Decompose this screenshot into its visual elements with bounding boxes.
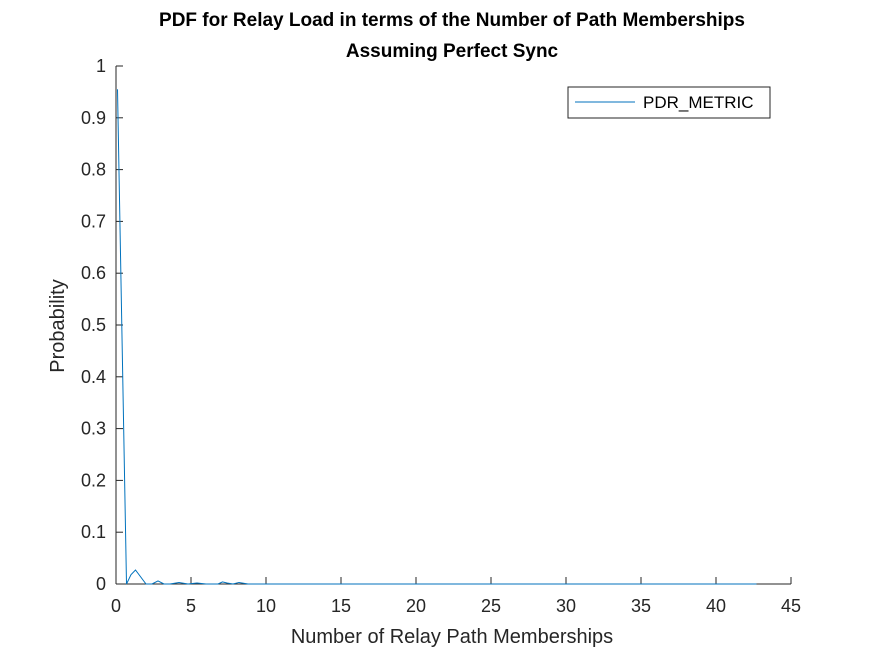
- x-tick-label: 0: [111, 596, 121, 616]
- x-tick-label: 40: [706, 596, 726, 616]
- plot-area: 0 5 10 15 20 25 30 35 40 45 0 0.1 0.2 0.3 0.4 0.5 0.6 0.…: [81, 56, 801, 616]
- y-axis-label: Probability: [47, 279, 69, 372]
- x-ticks: 0 5 10 15 20 25 30 35 40 45: [111, 577, 801, 616]
- y-tick-label: 0.4: [81, 367, 106, 387]
- x-tick-label: 45: [781, 596, 801, 616]
- chart-title-line-2: Assuming Perfect Sync: [346, 41, 559, 62]
- y-tick-label: 0.6: [81, 263, 106, 283]
- y-tick-label: 0.8: [81, 160, 106, 180]
- y-ticks: 0 0.1 0.2 0.3 0.4 0.5 0.6 0.7 0.8 0.9 1: [81, 56, 123, 594]
- y-tick-label: 1: [96, 56, 106, 76]
- y-tick-label: 0.5: [81, 315, 106, 335]
- x-tick-label: 5: [186, 596, 196, 616]
- x-axis-label: Number of Relay Path Memberships: [291, 626, 613, 648]
- y-tick-label: 0.9: [81, 108, 106, 128]
- legend: PDR_METRIC: [567, 86, 771, 119]
- x-tick-label: 30: [556, 596, 576, 616]
- legend-label: PDR_METRIC: [643, 93, 754, 112]
- y-tick-label: 0: [96, 574, 106, 594]
- x-tick-label: 15: [331, 596, 351, 616]
- x-tick-label: 10: [256, 596, 276, 616]
- y-tick-label: 0.7: [81, 211, 106, 231]
- series-line-pdr-metric: [117, 89, 757, 585]
- x-tick-label: 25: [481, 596, 501, 616]
- x-tick-label: 35: [631, 596, 651, 616]
- chart-title-line-1: PDF for Relay Load in terms of the Numbe…: [159, 10, 745, 31]
- y-tick-label: 0.1: [81, 522, 106, 542]
- y-tick-label: 0.3: [81, 419, 106, 439]
- x-tick-label: 20: [406, 596, 426, 616]
- y-tick-label: 0.2: [81, 470, 106, 490]
